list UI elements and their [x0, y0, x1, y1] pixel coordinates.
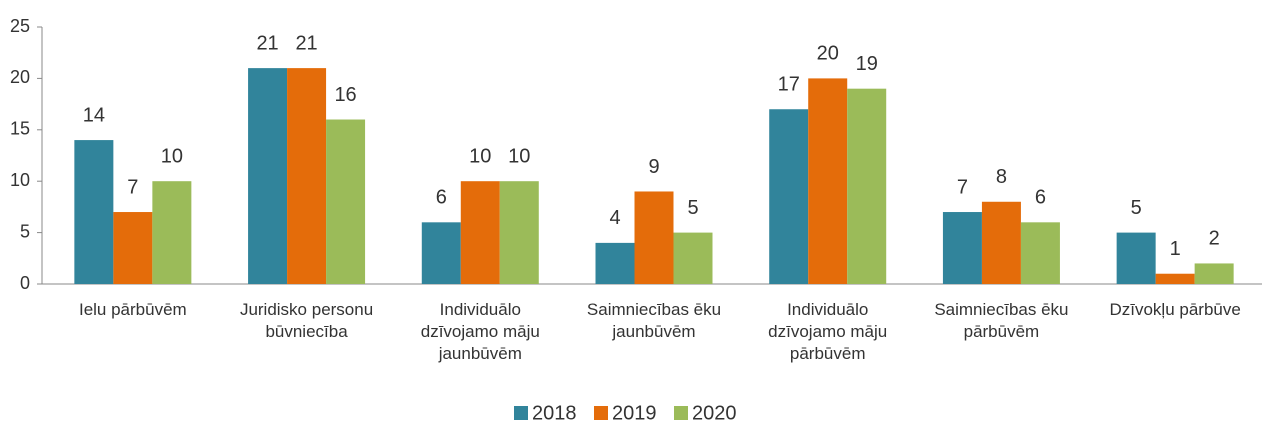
data-label: 8: [996, 166, 1007, 188]
x-tick-label: Individuālo dzīvojamo māju pārbūvēm: [768, 300, 888, 363]
y-tick-label: 15: [10, 119, 30, 139]
data-label: 19: [856, 53, 878, 75]
bar: [1155, 273, 1195, 284]
data-label: 7: [957, 176, 968, 198]
data-label: 9: [648, 156, 659, 178]
bar: [1020, 222, 1060, 284]
x-tick-label: Dzīvokļu pārbūve: [1109, 300, 1241, 319]
bar: [248, 68, 288, 285]
data-label: 6: [436, 187, 447, 209]
x-tick-label: Saimniecības ēku pārbūvēm: [934, 300, 1069, 341]
bar: [113, 212, 153, 284]
x-tick-label: Juridisko personu būvniecība: [239, 300, 374, 341]
data-label: 10: [161, 145, 183, 167]
data-label: 2: [1209, 228, 1220, 250]
bar: [595, 242, 635, 284]
bar: [460, 181, 500, 284]
data-label: 5: [1131, 197, 1142, 219]
bar: [942, 212, 982, 284]
bar: [673, 232, 713, 284]
bar: [981, 201, 1021, 284]
bar: [847, 88, 887, 285]
data-label: 4: [609, 207, 620, 229]
data-label: 21: [295, 32, 317, 54]
bar: [499, 181, 539, 284]
bar: [74, 140, 114, 284]
y-tick-label: 5: [20, 221, 30, 241]
bar: [769, 109, 809, 285]
data-label: 16: [334, 84, 356, 106]
legend-label: 2018: [532, 402, 577, 424]
data-label: 17: [778, 74, 800, 96]
bar: [287, 68, 327, 285]
legend-swatch: [594, 406, 608, 420]
data-label: 14: [83, 104, 105, 126]
bar: [1194, 263, 1234, 284]
data-label: 20: [817, 43, 839, 65]
bar: [1116, 232, 1156, 284]
legend-label: 2020: [692, 402, 737, 424]
y-tick-label: 20: [10, 67, 30, 87]
data-label: 7: [127, 176, 138, 198]
bar: [152, 181, 192, 284]
legend-swatch: [514, 406, 528, 420]
y-tick-label: 10: [10, 170, 30, 190]
x-tick-label: Saimniecības ēku jaunbūvēm: [586, 300, 722, 341]
y-tick-label: 0: [20, 273, 30, 293]
x-tick-label: Ielu pārbūvēm: [78, 300, 187, 319]
bar: [634, 191, 674, 284]
legend-swatch: [674, 406, 688, 420]
data-label: 1: [1170, 238, 1181, 260]
data-label: 10: [508, 145, 530, 167]
y-tick-label: 25: [10, 16, 30, 36]
x-tick-label: Individuālo dzīvojamo māju jaunbūvēm: [420, 300, 540, 363]
data-label: 5: [687, 197, 698, 219]
bar: [421, 222, 461, 284]
bar: [808, 78, 848, 285]
data-label: 21: [256, 32, 278, 54]
bar: [326, 119, 366, 285]
legend-label: 2019: [612, 402, 657, 424]
data-label: 10: [469, 145, 491, 167]
data-label: 6: [1035, 187, 1046, 209]
